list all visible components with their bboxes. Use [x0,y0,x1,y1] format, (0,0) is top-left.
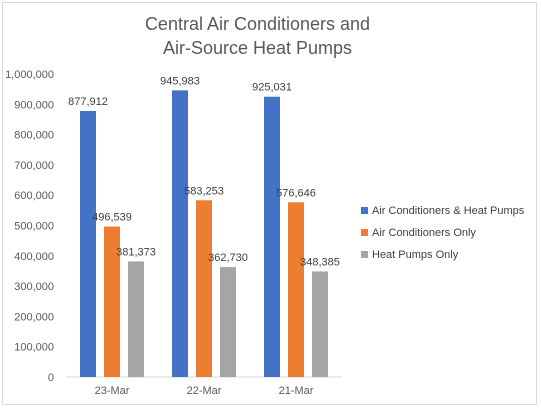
y-tick-label: 0 [48,372,54,384]
legend-swatch [361,229,368,236]
y-tick-label: 400,000 [14,251,54,263]
bar [220,267,236,377]
y-tick-label: 500,000 [14,221,54,233]
bar [264,96,280,377]
bar [288,202,304,377]
y-tick-label: 300,000 [14,281,54,293]
legend-label: Heat Pumps Only [372,249,459,261]
bar [312,271,328,377]
legend-label: Air Conditioners & Heat Pumps [372,205,525,217]
bar [128,261,144,377]
y-tick-label: 200,000 [14,311,54,323]
legend-swatch [361,207,368,214]
chart-title-line-1: Central Air Conditioners and [144,14,371,34]
data-label: 925,031 [252,82,292,94]
legend-swatch [361,251,368,258]
x-tick-label: 23-Mar [95,385,130,397]
bar [172,90,188,377]
data-label: 945,983 [160,75,200,87]
bar [196,200,212,377]
bar [104,226,120,377]
chart-title-line-2: Air-Source Heat Pumps [162,38,353,58]
y-tick-label: 1,000,000 [5,69,54,81]
data-label: 583,253 [184,185,224,197]
legend-label: Air Conditioners Only [372,227,476,239]
y-tick-label: 700,000 [14,160,54,172]
data-label: 362,730 [208,252,248,264]
data-label: 877,912 [68,96,108,108]
y-tick-label: 900,000 [14,99,54,111]
x-tick-label: 22-Mar [187,385,222,397]
data-label: 576,646 [276,187,316,199]
x-tick-label: 21-Mar [279,385,314,397]
y-tick-label: 800,000 [14,130,54,142]
bar [80,110,96,377]
data-label: 496,539 [92,212,132,224]
data-label: 381,373 [116,246,156,258]
data-label: 348,385 [300,256,340,268]
y-tick-label: 600,000 [14,190,54,202]
y-tick-label: 100,000 [14,342,54,354]
